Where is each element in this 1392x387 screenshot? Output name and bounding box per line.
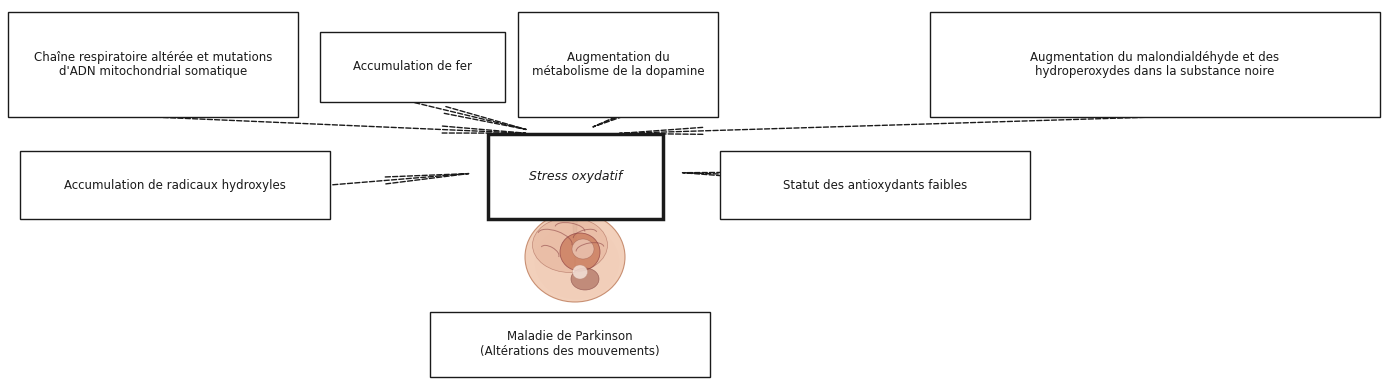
Ellipse shape	[560, 233, 600, 271]
Ellipse shape	[535, 224, 619, 300]
Text: Augmentation du
métabolisme de la dopamine: Augmentation du métabolisme de la dopami…	[532, 50, 704, 79]
FancyBboxPatch shape	[930, 12, 1379, 117]
FancyBboxPatch shape	[518, 12, 718, 117]
Text: Stress oxydatif: Stress oxydatif	[529, 170, 622, 183]
FancyBboxPatch shape	[720, 151, 1030, 219]
FancyBboxPatch shape	[489, 134, 663, 219]
Ellipse shape	[525, 212, 625, 302]
Text: Accumulation de radicaux hydroxyles: Accumulation de radicaux hydroxyles	[64, 178, 285, 192]
Text: Maladie de Parkinson
(Altérations des mouvements): Maladie de Parkinson (Altérations des mo…	[480, 330, 660, 358]
Text: Chaîne respiratoire altérée et mutations
d'ADN mitochondrial somatique: Chaîne respiratoire altérée et mutations…	[33, 50, 273, 79]
FancyBboxPatch shape	[430, 312, 710, 377]
FancyBboxPatch shape	[320, 32, 505, 102]
Text: Accumulation de fer: Accumulation de fer	[354, 60, 472, 74]
Ellipse shape	[572, 239, 594, 259]
FancyBboxPatch shape	[8, 12, 298, 117]
FancyBboxPatch shape	[19, 151, 330, 219]
Ellipse shape	[571, 268, 599, 290]
Text: Augmentation du malondialdéhyde et des
hydroperoxydes dans la substance noire: Augmentation du malondialdéhyde et des h…	[1030, 50, 1279, 79]
Ellipse shape	[572, 265, 587, 279]
Text: Statut des antioxydants faibles: Statut des antioxydants faibles	[782, 178, 967, 192]
Ellipse shape	[533, 217, 607, 272]
